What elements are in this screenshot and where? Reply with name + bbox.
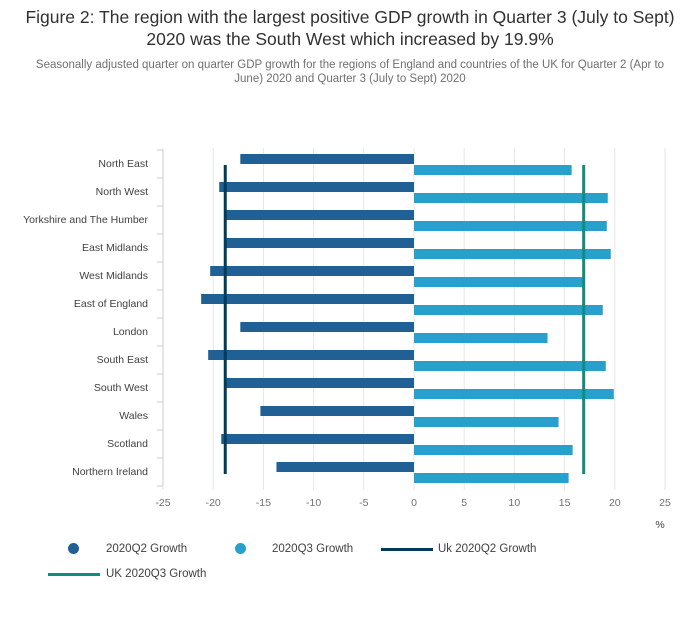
x-tick-label: 0 [411, 497, 417, 509]
bar-q2 [260, 406, 414, 416]
category-label: Yorkshire and The Humber [23, 214, 148, 226]
x-tick-label: -20 [206, 497, 221, 509]
category-label: East Midlands [82, 242, 148, 254]
bar-q2 [219, 182, 414, 192]
chart-subtitle: Seasonally adjusted quarter on quarter G… [35, 59, 665, 85]
bar-q3 [414, 221, 607, 231]
x-tick-label: 25 [659, 497, 671, 509]
x-tick-label: 10 [509, 497, 521, 509]
bar-q3 [414, 249, 611, 259]
category-label: Wales [119, 410, 148, 422]
bar-q3 [414, 165, 572, 175]
category-label: South East [97, 354, 148, 366]
category-label: Scotland [107, 438, 148, 450]
bar-q2 [226, 238, 414, 248]
category-label: East of England [74, 298, 148, 310]
bar-q2 [208, 350, 414, 360]
category-label: Northern Ireland [72, 466, 148, 478]
category-label: West Midlands [79, 270, 148, 282]
bar-q3 [414, 277, 583, 287]
bar-q3 [414, 361, 606, 371]
bar-q2 [201, 294, 414, 304]
x-tick-label: -10 [306, 497, 321, 509]
x-tick-label: -15 [256, 497, 271, 509]
category-label: London [113, 326, 148, 338]
bar-q2 [276, 462, 414, 472]
bar-q3 [414, 473, 569, 483]
bar-q2 [210, 266, 414, 276]
bar-q3 [414, 193, 608, 203]
bar-q2 [224, 378, 414, 388]
bar-q3 [414, 333, 548, 343]
bar-q3 [414, 417, 559, 427]
bar-q2 [240, 154, 414, 164]
x-tick-label: 20 [609, 497, 621, 509]
category-label: North West [96, 186, 148, 198]
x-tick-label: -25 [155, 497, 170, 509]
bar-q3 [414, 305, 603, 315]
category-label: North East [98, 158, 148, 170]
bar-q2 [240, 322, 414, 332]
bar-q3 [414, 445, 573, 455]
category-label: South West [94, 382, 148, 394]
bar-q2 [225, 210, 414, 220]
bar-q2 [221, 434, 414, 444]
x-axis-unit-label: % [655, 519, 664, 531]
bar-q3 [414, 389, 614, 399]
x-tick-label: 5 [461, 497, 467, 509]
x-tick-label: 15 [559, 497, 571, 509]
chart-title: Figure 2: The region with the largest po… [25, 7, 675, 49]
x-tick-label: -5 [359, 497, 368, 509]
